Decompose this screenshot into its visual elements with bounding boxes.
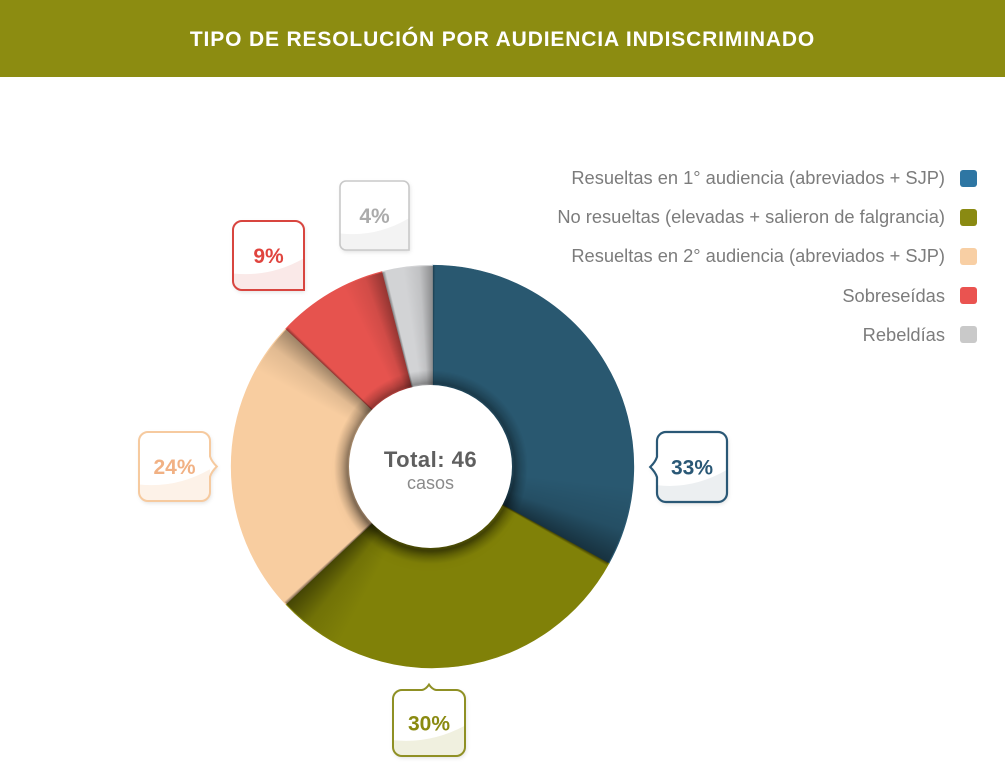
svg-text:33%: 33% [671,457,713,480]
svg-text:4%: 4% [359,205,390,228]
svg-text:9%: 9% [253,245,284,268]
svg-text:30%: 30% [408,713,450,736]
svg-text:24%: 24% [153,456,195,479]
